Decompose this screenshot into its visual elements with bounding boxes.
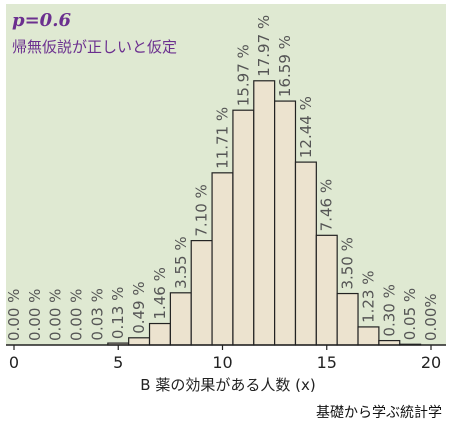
bar-x7 xyxy=(148,322,171,346)
bar-label-x9: 7.10 % xyxy=(193,184,211,236)
bar-label-x6: 0.49 % xyxy=(130,281,148,333)
bar-x6 xyxy=(128,337,151,346)
bar-label-x19: 0.05 % xyxy=(401,288,419,340)
x-tick-label-5: 5 xyxy=(113,353,123,372)
bar-label-x17: 1.23 % xyxy=(359,270,377,322)
bar-label-x14: 12.44 % xyxy=(297,96,315,158)
bar-label-x0: 0.00 % xyxy=(5,289,23,341)
bar-label-x11: 15.97 % xyxy=(234,44,252,106)
x-axis-label: B 薬の効果がある人数 (x) xyxy=(140,376,315,394)
bar-label-x2: 0.00 % xyxy=(47,289,65,341)
bar-x8 xyxy=(169,292,192,346)
annotation-null-hypothesis: 帰無仮説が正しいと仮定 xyxy=(12,38,177,56)
x-ticks-group: 0 5 10 15 20 xyxy=(9,345,441,372)
bar-label-x7: 1.46 % xyxy=(151,267,169,319)
x-tick-label-20: 20 xyxy=(421,353,441,372)
bar-x14 xyxy=(294,161,317,346)
bar-label-x16: 3.50 % xyxy=(339,237,357,289)
credit-text: 基礎から学ぶ統計学 xyxy=(316,405,442,421)
bar-x10 xyxy=(211,172,234,346)
bar-x11 xyxy=(232,109,255,346)
bar-x17 xyxy=(357,326,380,346)
bar-label-x5: 0.13 % xyxy=(109,287,127,339)
bar-label-x15: 7.46 % xyxy=(318,179,336,231)
bar-label-x13: 16.59 % xyxy=(276,35,294,97)
bar-label-x8: 3.55 % xyxy=(172,236,190,288)
bar-x15 xyxy=(315,234,338,346)
bar-x12 xyxy=(253,80,276,346)
bar-label-x10: 11.71 % xyxy=(214,107,232,169)
bar-label-x1: 0.00 % xyxy=(26,289,44,341)
bar-label-x18: 0.30 % xyxy=(380,284,398,336)
bar-label-x12: 17.97 % xyxy=(255,15,273,77)
x-tick-label-10: 10 xyxy=(212,353,232,372)
bar-labels-group: 0.00 % 0.00 % 0.00 % 0.00 % 0.03 % 0.13 % 0.49… xyxy=(5,15,440,341)
bars-group xyxy=(107,80,422,346)
bar-label-x3: 0.00 % xyxy=(68,289,86,341)
bar-x16 xyxy=(336,292,359,346)
bar-x13 xyxy=(274,100,297,346)
bar-x9 xyxy=(190,240,213,346)
bar-label-x20: 0.00% xyxy=(422,293,440,341)
x-tick-label-0: 0 xyxy=(9,353,19,372)
x-tick-label-15: 15 xyxy=(317,353,337,372)
bar-label-x4: 0.03 % xyxy=(88,288,106,340)
annotation-p-value: p=0.6 xyxy=(12,10,71,31)
